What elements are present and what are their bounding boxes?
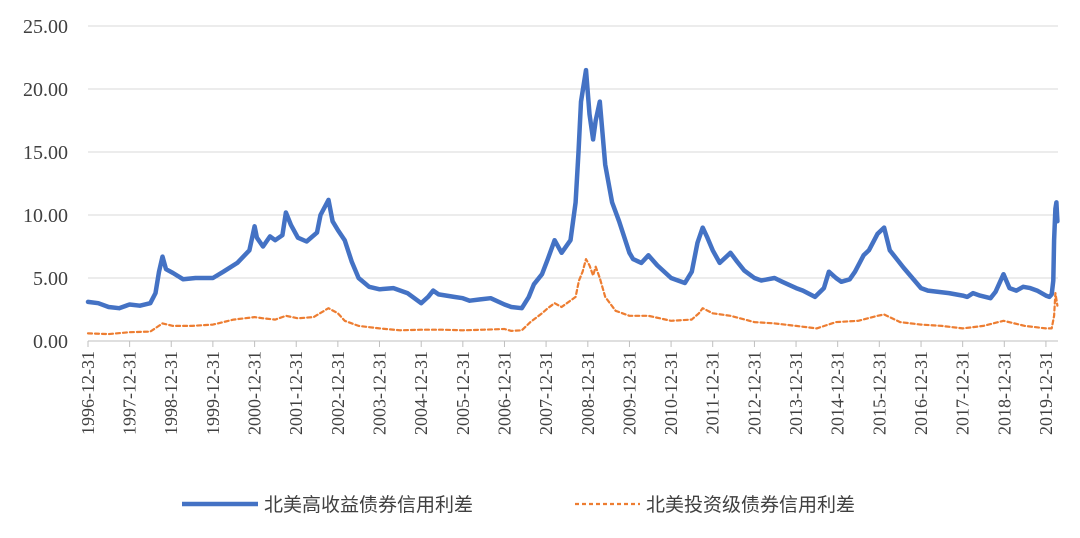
- x-tick-label: 2004-12-31: [411, 351, 431, 435]
- x-tick-label: 2008-12-31: [578, 351, 598, 435]
- y-tick-label: 25.00: [23, 16, 68, 38]
- series-lines: [85, 67, 1060, 336]
- x-tick-label: 2017-12-31: [953, 351, 973, 435]
- x-tick-label: 1997-12-31: [120, 351, 140, 435]
- x-tick-label: 2003-12-31: [369, 351, 389, 435]
- x-tick-label: 2006-12-31: [494, 351, 514, 435]
- y-tick-label: 0.00: [33, 331, 68, 353]
- x-tick-label: 2005-12-31: [453, 351, 473, 435]
- series-line-high-yield: [85, 67, 1060, 311]
- x-tick-label: 2019-12-31: [1036, 351, 1056, 435]
- x-tick-label: 2010-12-31: [661, 351, 681, 435]
- x-tick-label: 2018-12-31: [994, 351, 1014, 435]
- gridlines: [88, 25, 1058, 279]
- y-tick-label: 15.00: [23, 142, 68, 164]
- x-tick-label: 2014-12-31: [828, 351, 848, 435]
- x-tick-label: 1996-12-31: [78, 351, 98, 435]
- x-tick-label: 2011-12-31: [703, 351, 723, 434]
- x-axis: 1996-12-31 1997-12-31 1998-12-31 1999-12-31…: [78, 340, 1058, 435]
- y-tick-label: 10.00: [23, 205, 68, 227]
- y-tick-label: 5.00: [33, 268, 68, 290]
- series-line-investment-grade: [86, 258, 1059, 336]
- y-tick-label: 20.00: [23, 79, 68, 101]
- x-tick-label: 1998-12-31: [161, 351, 181, 435]
- x-tick-label: 2015-12-31: [869, 351, 889, 435]
- x-tick-label: 2009-12-31: [619, 351, 639, 435]
- legend-label-investment-grade: 北美投资级债券信用利差: [646, 494, 855, 516]
- x-tick-label: 2013-12-31: [786, 351, 806, 435]
- legend-label-high-yield: 北美高收益债券信用利差: [264, 494, 473, 516]
- x-tick-label: 2007-12-31: [536, 351, 556, 435]
- x-tick-label: 2001-12-31: [286, 351, 306, 435]
- legend: 北美高收益债券信用利差 北美投资级债券信用利差: [182, 494, 855, 516]
- x-tick-label: 2000-12-31: [245, 351, 265, 435]
- x-tick-label: 2012-12-31: [744, 351, 764, 435]
- x-tick-label: 2016-12-31: [911, 351, 931, 435]
- x-tick-label: 2002-12-31: [328, 351, 348, 435]
- y-axis-tick-labels: 0.00 5.00 10.00 15.00 20.00 25.00: [23, 16, 68, 353]
- x-tick-label: 1999-12-31: [203, 351, 223, 435]
